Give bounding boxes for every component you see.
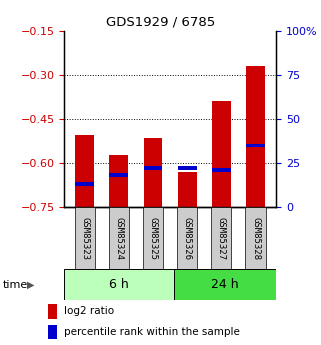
Bar: [246, 66, 265, 207]
Text: GSM85324: GSM85324: [114, 217, 123, 259]
Text: log2 ratio: log2 ratio: [64, 306, 114, 316]
Text: time: time: [3, 280, 29, 289]
Bar: [212, 168, 231, 172]
Bar: [211, 207, 231, 269]
Bar: [64, 269, 174, 300]
Bar: [48, 304, 57, 319]
Text: percentile rank within the sample: percentile rank within the sample: [64, 327, 240, 337]
Text: GSM85328: GSM85328: [251, 217, 260, 259]
Text: ▶: ▶: [27, 280, 35, 289]
Text: GSM85325: GSM85325: [149, 217, 158, 259]
Bar: [143, 207, 163, 269]
Bar: [212, 101, 231, 207]
Text: 24 h: 24 h: [211, 278, 239, 291]
Bar: [177, 207, 197, 269]
Bar: [75, 135, 94, 207]
Bar: [109, 207, 129, 269]
Text: GSM85323: GSM85323: [80, 217, 89, 259]
Text: GDS1929 / 6785: GDS1929 / 6785: [106, 16, 215, 29]
Bar: [109, 174, 128, 177]
Bar: [144, 166, 162, 170]
Bar: [174, 269, 276, 300]
Bar: [178, 172, 196, 207]
Bar: [144, 138, 162, 207]
Bar: [246, 207, 266, 269]
Bar: [74, 207, 95, 269]
Text: GSM85326: GSM85326: [183, 217, 192, 259]
Bar: [48, 325, 57, 339]
Text: GSM85327: GSM85327: [217, 217, 226, 259]
Text: 6 h: 6 h: [109, 278, 129, 291]
Bar: [109, 155, 128, 207]
Bar: [75, 182, 94, 186]
Bar: [178, 166, 196, 170]
Bar: [246, 144, 265, 147]
